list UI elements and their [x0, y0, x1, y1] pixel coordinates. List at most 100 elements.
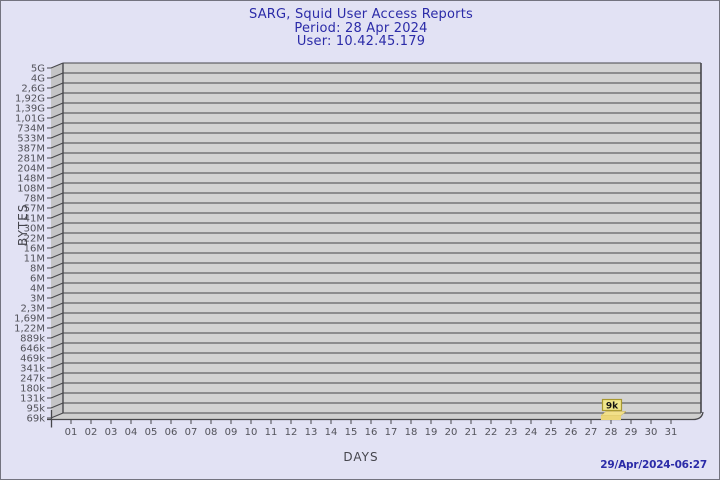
y-gridline-wall	[50, 242, 64, 249]
x-tick-label: 19	[425, 427, 438, 438]
y-gridline-wall	[50, 392, 64, 399]
y-gridline-wall	[50, 342, 64, 349]
x-tick-label: 28	[605, 427, 618, 438]
y-gridline-wall	[50, 162, 64, 169]
y-tick-label: 204M	[17, 164, 45, 175]
x-tick-label: 05	[145, 427, 158, 438]
y-gridline-wall	[50, 192, 64, 199]
y-tick-label: 5G	[31, 64, 45, 75]
y-tick-label: 69k	[26, 414, 45, 425]
x-tick-label: 18	[405, 427, 418, 438]
x-tick-label: 03	[105, 427, 118, 438]
y-tick-label: 1,22M	[14, 324, 45, 335]
data-point-label-box	[601, 398, 623, 412]
x-tick-label: 12	[285, 427, 298, 438]
x-tick-label: 21	[465, 427, 478, 438]
chart-plot-area	[63, 63, 701, 413]
y-tick-label: 22M	[24, 234, 45, 245]
y-tick-label: 1,39G	[15, 104, 45, 115]
y-gridline-wall	[50, 232, 64, 239]
y-tick-label: 646k	[20, 344, 45, 355]
x-tick-label: 02	[85, 427, 98, 438]
report-user: User: 10.42.45.179	[296, 34, 426, 49]
y-tick-label: 2,6G	[21, 84, 45, 95]
y-gridline-wall	[50, 222, 64, 229]
y-gridline-wall	[50, 292, 64, 299]
y-gridline-wall	[50, 382, 64, 389]
y-gridline-wall	[50, 82, 64, 89]
y-tick-label: 57M	[24, 204, 45, 215]
x-tick-label: 31	[665, 427, 678, 438]
y-tick-label: 78M	[24, 194, 45, 205]
y-tick-label: 281M	[17, 154, 45, 165]
x-tick-label: 10	[245, 427, 258, 438]
y-tick-label: 533M	[17, 134, 45, 145]
x-tick-label: 09	[225, 427, 238, 438]
y-tick-label: 131k	[20, 394, 45, 405]
x-axis-baseline	[47, 411, 704, 421]
x-axis-title: DAYS	[343, 450, 379, 464]
y-gridline-wall	[50, 372, 64, 379]
y-gridline-wall	[50, 252, 64, 259]
y-tick-label: 1,92G	[15, 94, 45, 105]
x-tick-label: 25	[545, 427, 558, 438]
y-tick-label: 148M	[17, 174, 45, 185]
y-gridline-wall	[50, 122, 64, 129]
y-tick-label: 341k	[20, 364, 45, 375]
page-title: SARG, Squid User Access Reports	[249, 7, 473, 22]
y-gridline-wall	[50, 402, 64, 409]
y-gridline-wall	[50, 302, 64, 309]
y-tick-label: 1,01G	[15, 114, 45, 125]
data-point-label: 9k	[606, 402, 619, 412]
x-tick-label: 15	[345, 427, 358, 438]
y-tick-label: 4G	[31, 74, 45, 85]
y-tick-label: 1,69M	[14, 314, 45, 325]
y-tick-label: 16M	[24, 244, 45, 255]
x-tick-label: 04	[125, 427, 138, 438]
y-gridline-wall	[50, 92, 64, 99]
data-bar	[601, 415, 621, 420]
x-tick-label: 30	[645, 427, 658, 438]
y-gridline-wall	[50, 62, 64, 69]
y-axis-title: BYTES	[16, 203, 31, 246]
y-tick-label: 30M	[24, 224, 45, 235]
y-tick-label: 247k	[20, 374, 45, 385]
x-tick-label: 08	[205, 427, 218, 438]
y-gridline-wall	[50, 272, 64, 279]
x-tick-label: 23	[505, 427, 518, 438]
x-tick-label: 13	[305, 427, 318, 438]
y-gridline-wall	[50, 132, 64, 139]
x-tick-label: 26	[565, 427, 578, 438]
y-gridline-wall	[50, 182, 64, 189]
y-tick-label: 469k	[20, 354, 45, 365]
y-gridline-wall	[50, 412, 64, 419]
x-tick-label: 22	[485, 427, 498, 438]
x-tick-label: 11	[265, 427, 278, 438]
report-generated-timestamp: 29/Apr/2024-06:27	[600, 459, 707, 471]
y-gridline-wall	[50, 262, 64, 269]
x-tick-label: 16	[365, 427, 378, 438]
y-tick-label: 108M	[17, 184, 45, 195]
y-gridline-wall	[50, 352, 64, 359]
x-tick-label: 07	[185, 427, 198, 438]
x-tick-label: 01	[65, 427, 78, 438]
x-tick-label: 17	[385, 427, 398, 438]
y-tick-label: 3M	[30, 294, 45, 305]
x-tick-label: 27	[585, 427, 598, 438]
report-period: Period: 28 Apr 2024	[294, 20, 428, 36]
y-gridline-wall	[50, 142, 64, 149]
y-gridline-wall	[50, 172, 64, 179]
y-tick-label: 95k	[26, 404, 45, 415]
x-tick-label: 06	[165, 427, 178, 438]
y-gridline-wall	[50, 322, 64, 329]
y-tick-label: 8M	[30, 264, 45, 275]
y-gridline-wall	[50, 332, 64, 339]
chart-left-wall	[51, 63, 63, 418]
y-tick-label: 180k	[20, 384, 45, 395]
chart-title-block: SARG, Squid User Access Reports Period: …	[1, 7, 719, 49]
chart-floor	[51, 413, 702, 420]
y-tick-label: 6M	[30, 274, 45, 285]
x-tick-label: 20	[445, 427, 458, 438]
